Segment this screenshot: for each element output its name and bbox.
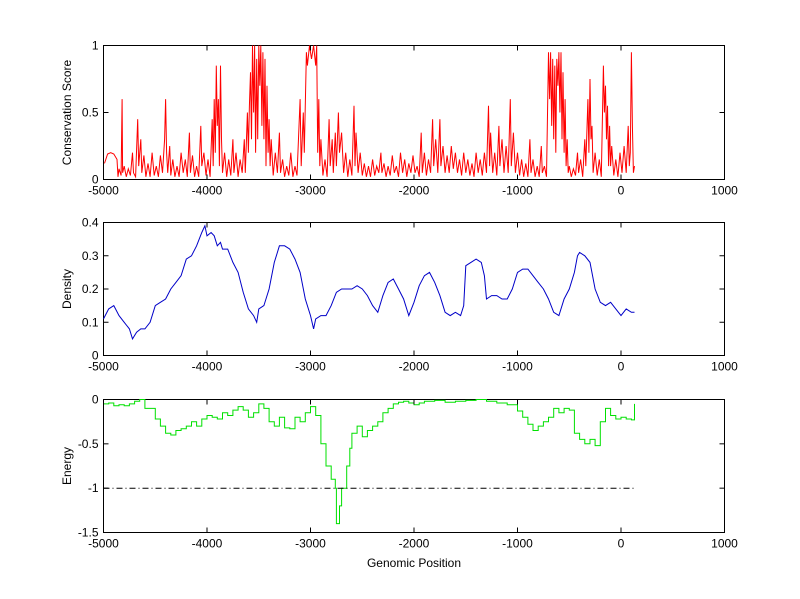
density-series-line-0: [103, 224, 635, 341]
conservation-xtick-label-5: 0: [618, 184, 625, 198]
density-ytick-label-2: 0.2: [82, 282, 99, 296]
energy-panel: -5000 -4000 -3000 -2000 -1000 0 1000 -1.5 -1 -0.5…: [60, 393, 738, 571]
density-xtick-label-3: -2000: [399, 360, 430, 374]
energy-xlabel: Genomic Position: [367, 556, 461, 570]
energy-ytick-label-2: -0.5: [78, 437, 99, 451]
energy-ytick-label-1: -1: [88, 481, 99, 495]
energy-xtick-label-2: -3000: [295, 537, 326, 551]
density-xtick-label-4: -1000: [502, 360, 533, 374]
energy-xtick-label-6: 1000: [711, 537, 738, 551]
conservation-series-line-0: [104, 45, 635, 179]
energy-ticks: -5000 -4000 -3000 -2000 -1000 0 1000 -1.5 -1 -0.5…: [78, 393, 738, 551]
density-ytick-label-1: 0.1: [82, 315, 99, 329]
conservation-ticks: -5000 -4000 -3000 -2000 -1000 0 1000 0 0.5 1: [82, 39, 738, 198]
density-ytick-label-0: 0: [92, 349, 99, 363]
density-axes-frame: [103, 222, 725, 356]
energy-series: [103, 399, 635, 525]
conservation-xtick-label-3: -2000: [399, 184, 430, 198]
density-xtick-label-5: 0: [618, 360, 625, 374]
density-ytick-label-3: 0.3: [82, 249, 99, 263]
density-xtick-label-6: 1000: [711, 360, 738, 374]
conservation-ytick-label-0: 0: [92, 173, 99, 187]
conservation-score-panel: -5000 -4000 -3000 -2000 -1000 0 1000 0 0.5 1 Cons…: [60, 39, 738, 198]
conservation-ytick-label-1: 0.5: [82, 106, 99, 120]
density-ylabel: Density: [60, 269, 74, 309]
density-panel: -5000 -4000 -3000 -2000 -1000 0 1000 0 0.1 0.2 0.3…: [60, 216, 738, 374]
density-ticks: -5000 -4000 -3000 -2000 -1000 0 1000 0 0.1 0.2 0.3…: [82, 216, 738, 374]
energy-xtick-label-0: -5000: [88, 537, 119, 551]
energy-ytick-label-3: 0: [92, 393, 99, 407]
energy-ylabel: Energy: [60, 447, 74, 485]
energy-xtick-label-1: -4000: [192, 537, 223, 551]
energy-ytick-label-0: -1.5: [78, 526, 99, 540]
energy-series-line-0: [103, 399, 635, 525]
energy-xtick-label-4: -1000: [502, 537, 533, 551]
density-ytick-label-4: 0.4: [82, 216, 99, 230]
conservation-series: [104, 45, 635, 179]
conservation-xtick-label-0: -5000: [88, 184, 119, 198]
energy-xtick-label-3: -2000: [399, 537, 430, 551]
density-series: [103, 224, 635, 341]
density-xtick-label-2: -3000: [295, 360, 326, 374]
conservation-xtick-label-2: -3000: [295, 184, 326, 198]
conservation-ytick-label-2: 1: [92, 39, 99, 53]
conservation-axes-frame: [103, 45, 725, 180]
energy-axes-frame: [103, 399, 725, 533]
conservation-xtick-label-6: 1000: [711, 184, 738, 198]
conservation-xtick-label-1: -4000: [192, 184, 223, 198]
conservation-ylabel: Conservation Score: [60, 59, 74, 165]
energy-xtick-label-5: 0: [618, 537, 625, 551]
density-xtick-label-1: -4000: [192, 360, 223, 374]
conservation-xtick-label-4: -1000: [502, 184, 533, 198]
density-xtick-label-0: -5000: [88, 360, 119, 374]
